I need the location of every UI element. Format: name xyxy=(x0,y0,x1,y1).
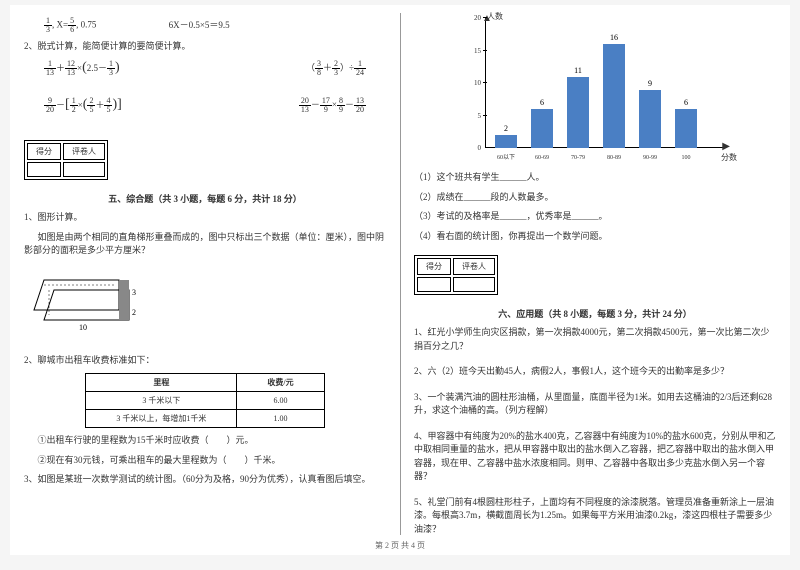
bar-label: 90-99 xyxy=(635,155,665,161)
x-axis-label: 分数 xyxy=(721,152,737,163)
table-row: 3 千米以下 xyxy=(86,392,237,410)
eq-text: , X= xyxy=(52,20,68,30)
q2-title: 2、聊城市出租车收费标准如下： xyxy=(24,354,386,368)
chart-q4: （4）看右面的统计图，你再提出一个数学问题。 xyxy=(414,230,776,244)
page-footer: 第 2 页 共 4 页 xyxy=(10,540,790,551)
q1-title: 1、图形计算。 xyxy=(24,211,386,225)
score-box: 得分评卷人 xyxy=(414,255,498,295)
svg-text:2: 2 xyxy=(132,308,136,317)
bar-label: 60以下 xyxy=(491,152,521,161)
chart-q1: （1）这个班共有学生______人。 xyxy=(414,171,776,185)
eq-tail: , 0.75 xyxy=(76,20,96,30)
th-fee: 收费/元 xyxy=(237,374,324,392)
app-q4: 4、甲容器中有纯度为20%的盐水400克，乙容器中有纯度为10%的盐水600克，… xyxy=(414,430,776,484)
bar-value: 6 xyxy=(675,98,697,107)
score-h2: 评卷人 xyxy=(453,258,495,275)
chart-bar xyxy=(639,90,661,149)
right-column: ▲ ▶ 人数 分数 05101520260以下660-691170-791680… xyxy=(400,5,790,555)
expr-2c: 920－[12×(25＋45)] xyxy=(44,97,122,114)
svg-text:3: 3 xyxy=(132,288,136,297)
bar-value: 6 xyxy=(531,98,553,107)
score-h2: 评卷人 xyxy=(63,143,105,160)
equation-1: 13, X=56, 0.75 6X－0.5×5＝9.5 xyxy=(24,17,386,34)
svg-text:10: 10 xyxy=(79,323,87,332)
q2a: ①出租车行驶的里程数为15千米时应收费（ ）元。 xyxy=(24,434,386,448)
chart-bar xyxy=(495,135,517,148)
expr-2b: （38＋23）÷124 xyxy=(306,60,366,77)
left-column: 13, X=56, 0.75 6X－0.5×5＝9.5 2、脱式计算，能简便计算… xyxy=(10,5,400,555)
table-row: 3 千米以上，每增加1千米 xyxy=(86,410,237,428)
expr-2a: 113＋1213×(2.5－13) xyxy=(44,60,120,77)
chart-bar xyxy=(567,77,589,149)
chart-bar xyxy=(531,109,553,148)
fare-table: 里程收费/元 3 千米以下6.00 3 千米以上，每增加1千米1.00 xyxy=(85,373,324,428)
q3: 3、如图是某班一次数学测试的统计图。（60分为及格，90分为优秀），认真看图后填… xyxy=(24,473,386,487)
q2b: ②现在有30元钱，可乘出租车的最大里程数为（ ）千米。 xyxy=(24,454,386,468)
chart-q3: （3）考试的及格率是______，优秀率是______。 xyxy=(414,210,776,224)
item-2-title: 2、脱式计算，能简便计算的要简便计算。 xyxy=(24,40,386,54)
chart-q2: （2）成绩在______段的人数最多。 xyxy=(414,191,776,205)
score-box: 得分评卷人 xyxy=(24,140,108,180)
section-5-title: 五、综合题（共 3 小题，每题 6 分，共计 18 分） xyxy=(24,192,386,205)
expr-2d: 2013－179×89－1320 xyxy=(299,97,366,114)
score-h1: 得分 xyxy=(417,258,451,275)
bar-value: 11 xyxy=(567,66,589,75)
bar-label: 80-89 xyxy=(599,155,629,161)
app-q3: 3、一个装满汽油的圆柱形油桶，从里面量，底面半径为1米。如用去这桶油的2/3后还… xyxy=(414,391,776,418)
table-row: 6.00 xyxy=(237,392,324,410)
th-mileage: 里程 xyxy=(86,374,237,392)
equation-2: 6X－0.5×5＝9.5 xyxy=(169,20,230,30)
app-q2: 2、六（2）班今天出勤45人，病假2人，事假1人，这个班今天的出勤率是多少？ xyxy=(414,365,776,379)
app-q5: 5、礼堂门前有4根圆柱形柱子，上面均有不同程度的涂漆脱落。管理员准备重新涂上一层… xyxy=(414,496,776,537)
score-h1: 得分 xyxy=(27,143,61,160)
q1-text: 如图是由两个相同的直角梯形重叠而成的，图中只标出三个数据（单位：厘米），图中阴影… xyxy=(24,231,386,258)
page: 13, X=56, 0.75 6X－0.5×5＝9.5 2、脱式计算，能简便计算… xyxy=(10,5,790,555)
app-q1: 1、红光小学师生向灾区捐款，第一次捐款4000元，第二次捐款4500元，第一次比… xyxy=(414,326,776,353)
bar-label: 60-69 xyxy=(527,155,557,161)
chart-bar xyxy=(603,44,625,148)
bar-chart: ▲ ▶ 人数 分数 05101520260以下660-691170-791680… xyxy=(455,13,735,163)
bar-label: 100 xyxy=(671,155,701,161)
y-axis-label: 人数 xyxy=(487,11,503,22)
bar-value: 2 xyxy=(495,124,517,133)
section-6-title: 六、应用题（共 8 小题，每题 3 分，共计 24 分） xyxy=(414,307,776,320)
bar-value: 16 xyxy=(603,33,625,42)
table-row: 1.00 xyxy=(237,410,324,428)
bar-value: 9 xyxy=(639,79,661,88)
bar-label: 70-79 xyxy=(563,155,593,161)
chart-bar xyxy=(675,109,697,148)
trapezoid-shape: 3 2 10 xyxy=(24,270,144,340)
